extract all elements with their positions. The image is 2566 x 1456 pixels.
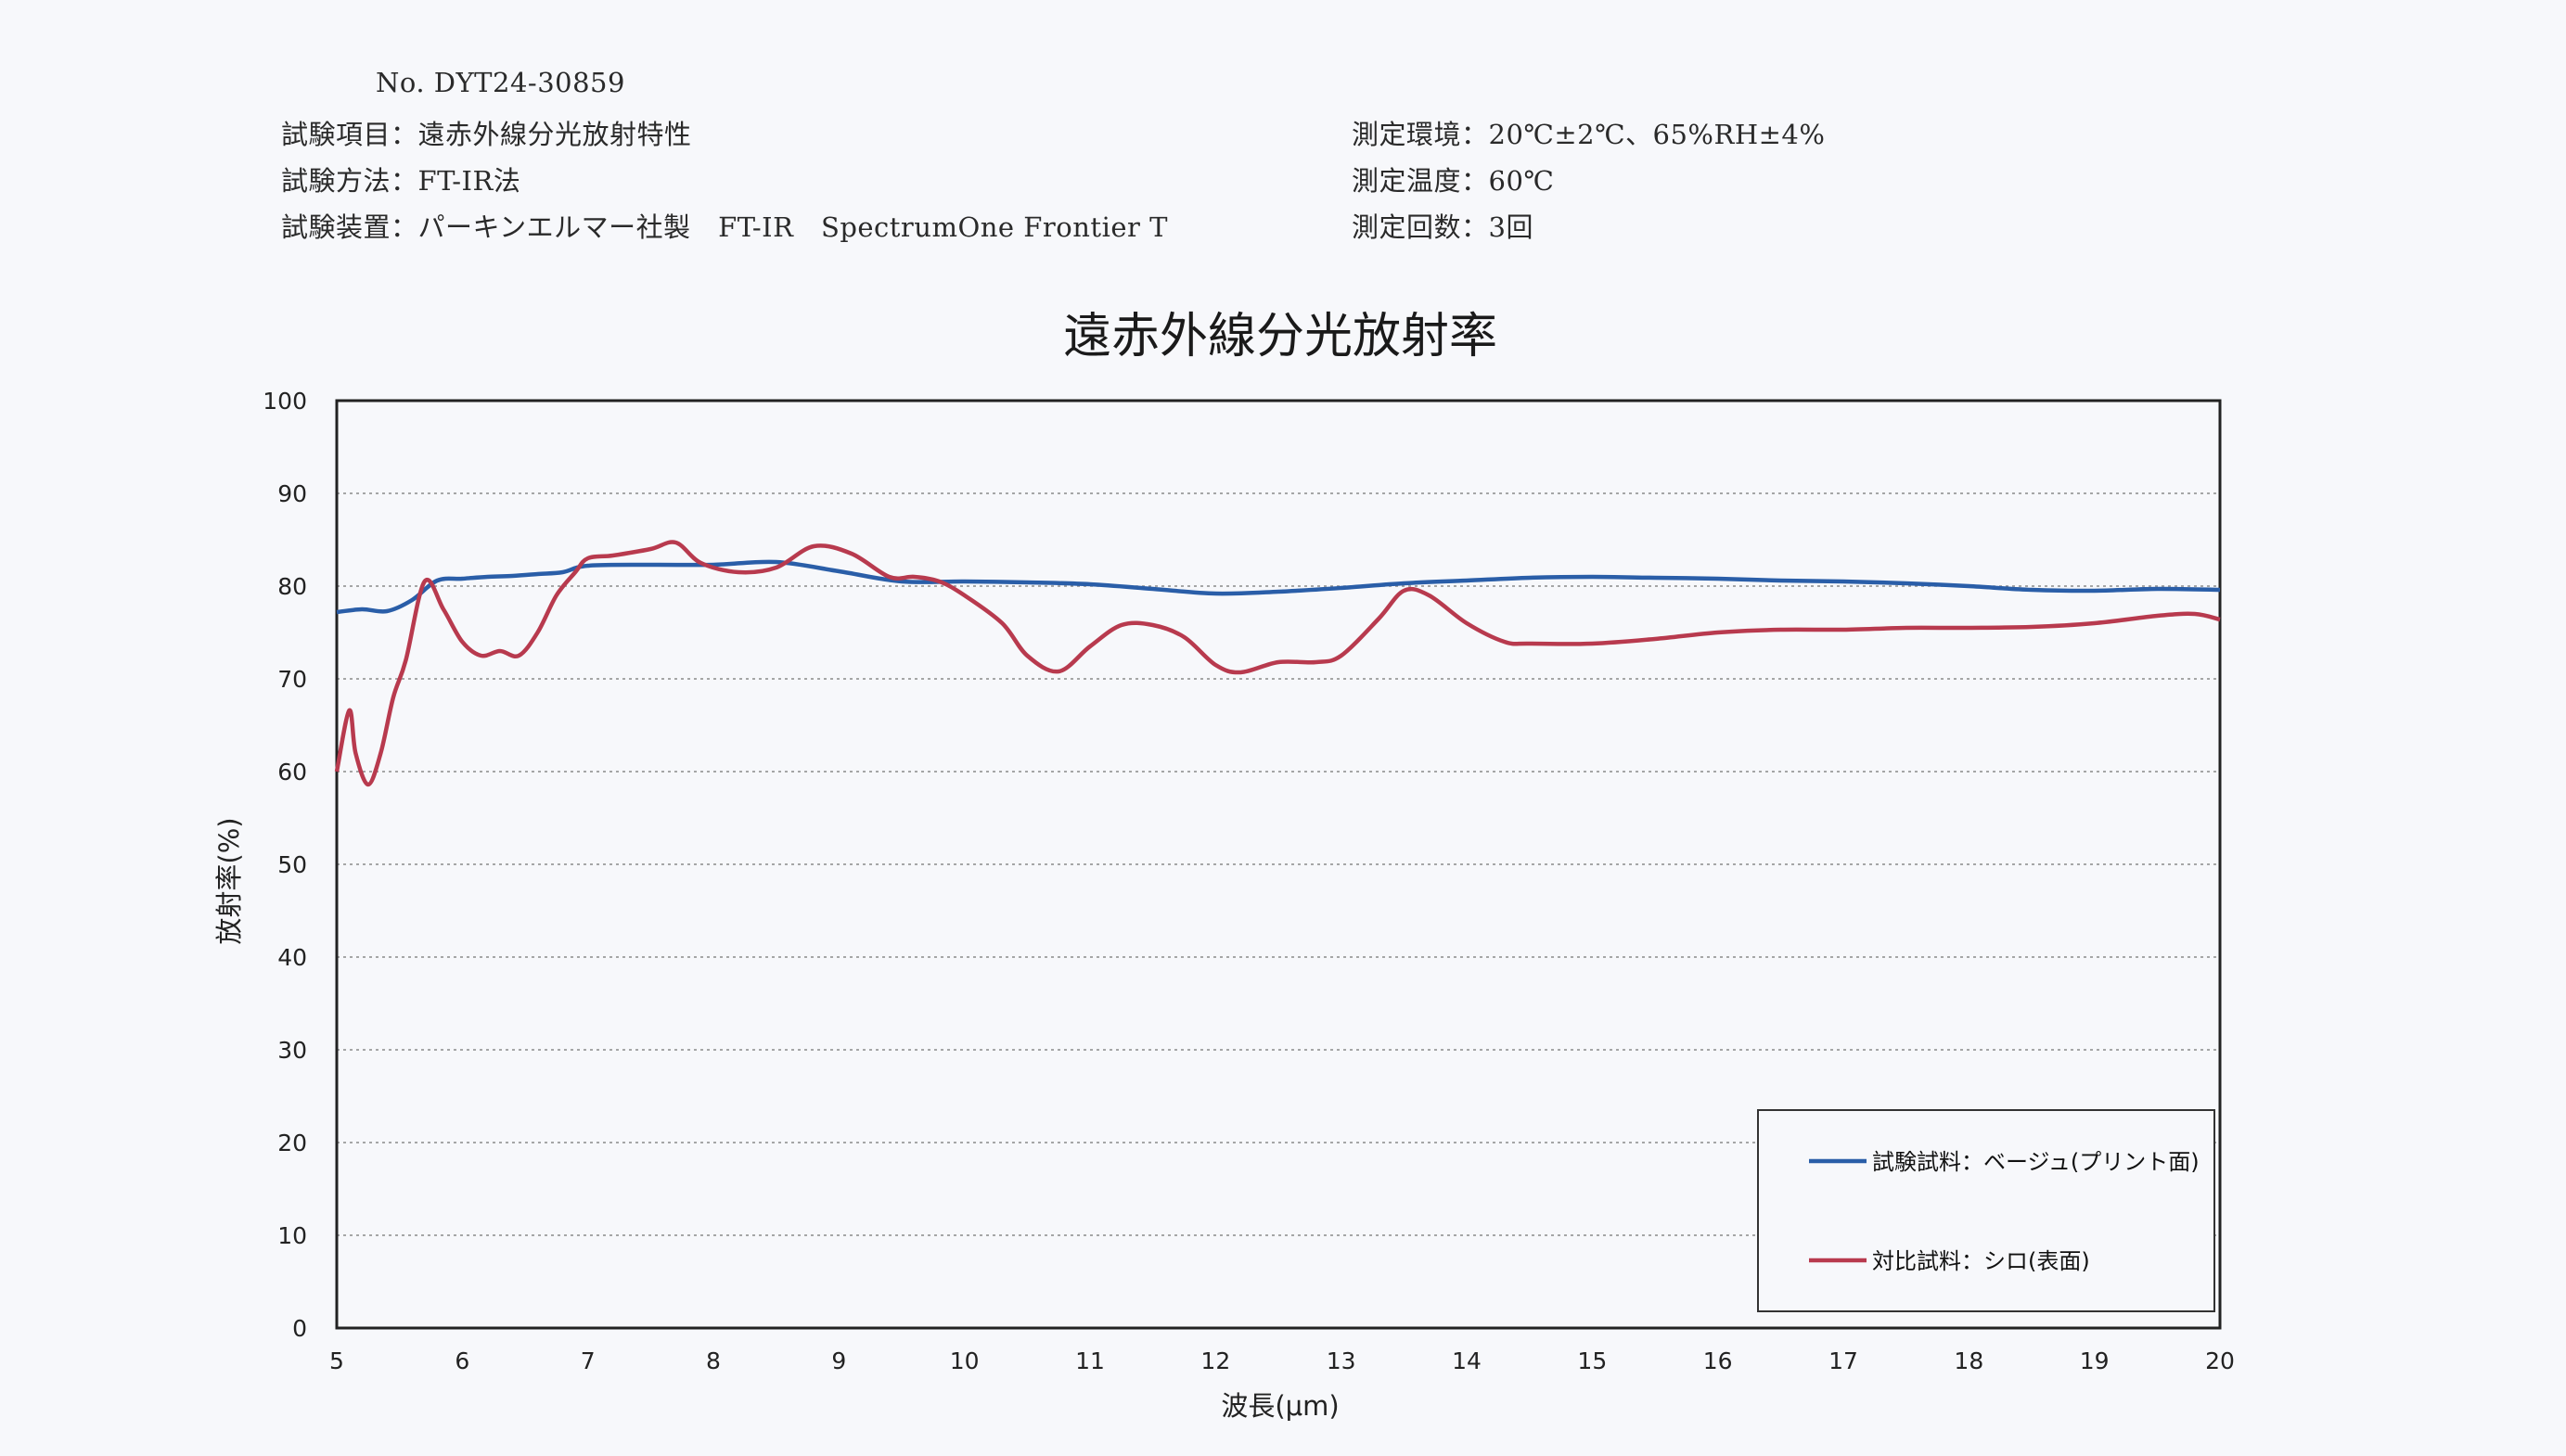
- y-axis-label: 放射率(%): [213, 817, 245, 944]
- x-tick-label: 10: [950, 1347, 980, 1374]
- y-tick-label: 70: [277, 666, 307, 693]
- x-tick-label: 12: [1200, 1347, 1230, 1374]
- legend: 試験試料：ベージュ(プリント面) 対比試料：シロ(表面): [1757, 1109, 2215, 1312]
- x-tick-label: 5: [329, 1347, 344, 1374]
- y-tick-label: 60: [277, 759, 307, 785]
- x-tick-label: 20: [2205, 1347, 2235, 1374]
- x-tick-label: 11: [1075, 1347, 1105, 1374]
- y-tick-label: 90: [277, 480, 307, 507]
- x-tick-label: 13: [1327, 1347, 1356, 1374]
- measurement-environment: 測定環境：20℃±2℃、65%RH±4%: [1352, 119, 1826, 150]
- document-number: No. DYT24-30859: [376, 67, 625, 98]
- test-device: 試験装置：パーキンエルマー社製 FT-IR SpectrumOne Fronti…: [281, 211, 1168, 243]
- x-tick-label: 16: [1703, 1347, 1733, 1374]
- test-item: 試験項目：遠赤外線分光放射特性: [281, 119, 692, 150]
- y-tick-label: 20: [277, 1130, 307, 1156]
- x-tick-label: 19: [2080, 1347, 2110, 1374]
- measurement-temperature: 測定温度：60℃: [1352, 165, 1555, 197]
- x-tick-label: 6: [455, 1347, 469, 1374]
- x-axis-ticks: 5 6 7 8 9 10 11 12 13 14 15 16 17 18 19 20: [329, 1347, 2235, 1374]
- y-axis-ticks: 0 10 20 30 40 50 60 70 80 90 100: [263, 388, 307, 1342]
- x-tick-label: 8: [706, 1347, 721, 1374]
- y-tick-label: 50: [277, 851, 307, 878]
- legend-label-2: 対比試料：シロ(表面): [1872, 1248, 2090, 1274]
- y-tick-label: 10: [277, 1222, 307, 1249]
- y-tick-label: 40: [277, 944, 307, 971]
- measurement-count: 測定回数：3回: [1352, 211, 1533, 243]
- series-lines: [334, 540, 2221, 787]
- x-tick-label: 17: [1828, 1347, 1858, 1374]
- test-method: 試験方法：FT-IR法: [281, 165, 521, 197]
- x-tick-label: 18: [1954, 1347, 1983, 1374]
- x-tick-label: 14: [1452, 1347, 1482, 1374]
- series-line-1: [336, 559, 2221, 615]
- plot-area: [335, 399, 2222, 1330]
- series-line-2: [334, 540, 2221, 787]
- x-tick-label: 7: [581, 1347, 596, 1374]
- x-axis-label: 波長(μm): [1221, 1390, 1339, 1422]
- x-tick-label: 15: [1577, 1347, 1607, 1374]
- y-tick-label: 80: [277, 573, 307, 600]
- legend-label-1: 試験試料：ベージュ(プリント面): [1872, 1149, 2200, 1175]
- y-tick-label: 100: [263, 388, 307, 415]
- chart-title: 遠赤外線分光放射率: [1063, 309, 1497, 364]
- legend-box: [1757, 1109, 2215, 1312]
- grid-lines: [337, 492, 2220, 1236]
- x-tick-label: 9: [831, 1347, 846, 1374]
- y-tick-label: 0: [292, 1315, 307, 1342]
- y-tick-label: 30: [277, 1037, 307, 1064]
